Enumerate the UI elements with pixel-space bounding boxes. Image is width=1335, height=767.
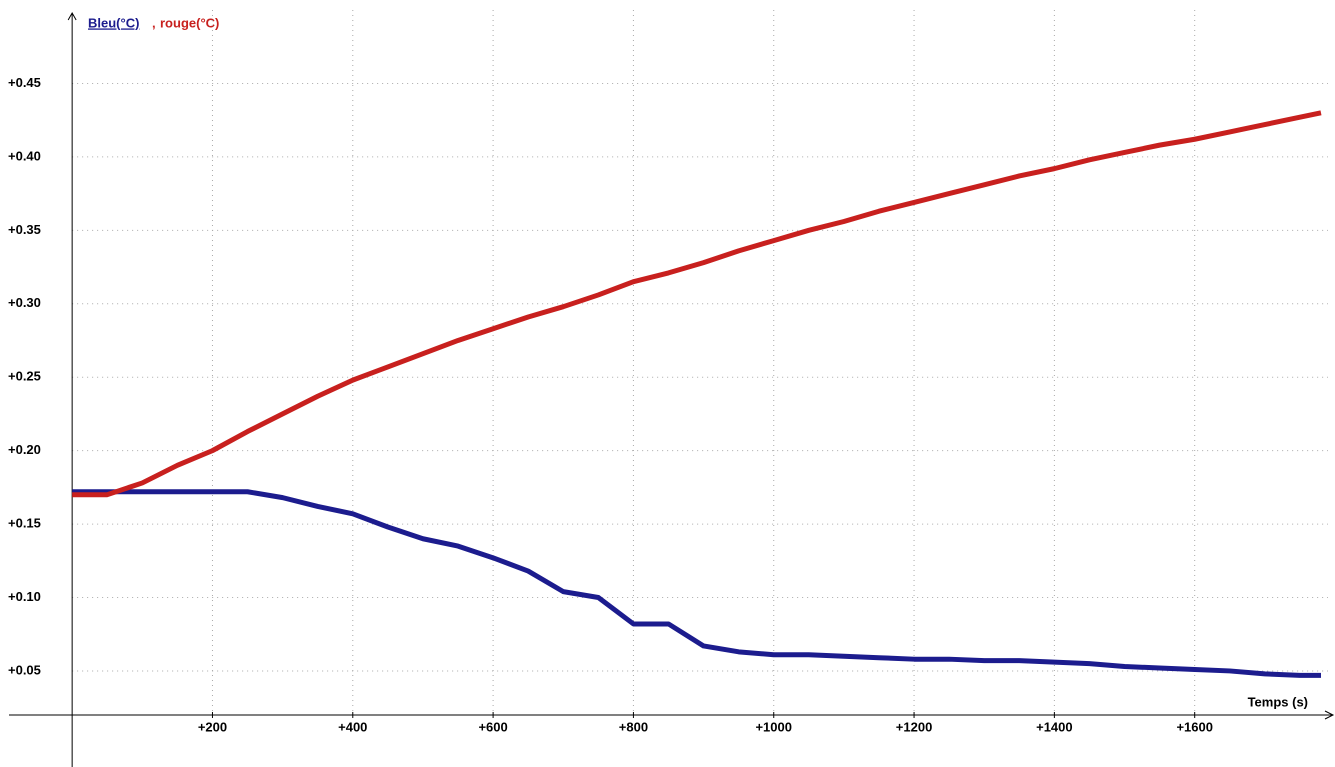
x-tick-label: +800 [619,719,648,734]
y-tick-label: +0.10 [8,589,41,604]
data-line [72,110,1322,498]
y-tick-label: +0.30 [8,295,41,310]
x-tick-label: +1200 [896,719,933,734]
legend-entry: Bleu(°C) [88,15,139,30]
y-tick-label: +0.20 [8,442,41,457]
x-tick-label: +1400 [1036,719,1073,734]
x-axis [9,710,1335,720]
x-tick-label: +200 [198,719,227,734]
y-tick-label: +0.15 [8,516,41,531]
data-line [72,489,1321,678]
x-tick-label: +1600 [1176,719,1213,734]
x-tick-label: +600 [478,719,507,734]
x-tick-label: +400 [338,719,367,734]
y-tick-label: +0.35 [8,222,41,237]
legend-separator: , [152,15,156,30]
y-tick-label: +0.45 [8,75,41,90]
y-tick-label: +0.05 [8,662,41,677]
y-tick-label: +0.25 [8,369,41,384]
legend-entry: rouge(°C) [160,15,219,30]
x-tick-label: +1000 [755,719,792,734]
y-axis [67,11,77,767]
y-tick-label: +0.40 [8,148,41,163]
x-axis-label: Temps (s) [1248,694,1308,709]
